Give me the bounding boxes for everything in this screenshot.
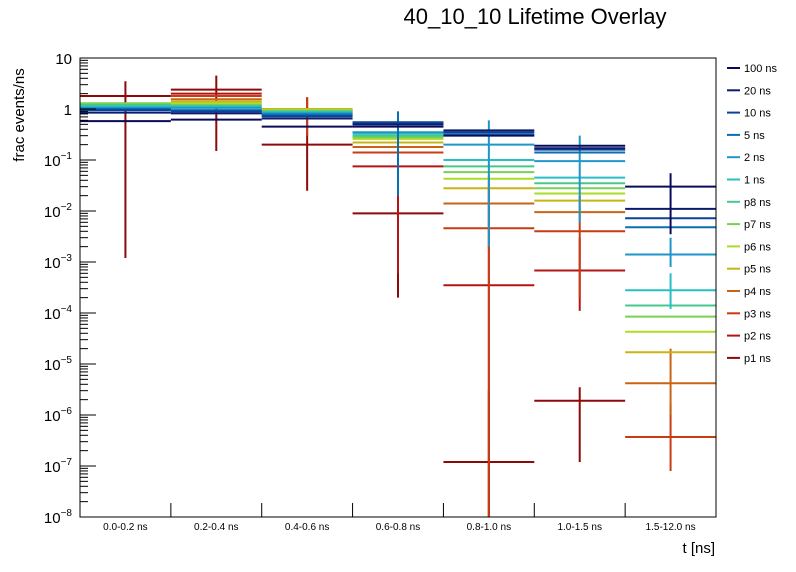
y-axis-label: frac events/ns: [11, 68, 28, 161]
legend-entry: p2 ns: [727, 331, 771, 343]
legend-label: p3 ns: [744, 308, 771, 320]
legend-label: p5 ns: [744, 264, 771, 276]
legend-entry: 1 ns: [727, 175, 765, 187]
x-tick-label: 1.0-1.5 ns: [557, 522, 601, 533]
legend-label: p1 ns: [744, 353, 771, 365]
y-tick-label: 10−6: [44, 406, 73, 425]
plot-marks: [80, 75, 716, 517]
legend-entry: p1 ns: [727, 353, 771, 365]
y-tick-label: 1: [64, 102, 72, 119]
legend-entry: p4 ns: [727, 286, 771, 298]
legend: 100 ns 20 ns 10 ns 5 ns 2 ns 1 ns p8 ns p7 ns p6…: [727, 63, 778, 365]
legend-entry: p7 ns: [727, 219, 771, 231]
chart-title: 40_10_10 Lifetime Overlay: [404, 4, 667, 29]
x-tick-label: 0.8-1.0 ns: [467, 522, 511, 533]
legend-label: p8 ns: [744, 197, 771, 209]
x-tick-label: 0.4-0.6 ns: [285, 522, 329, 533]
y-tick-label: 10−3: [44, 253, 73, 272]
y-axis: 10 1 10−1 10−2 10−3 10−4 10−5 10−6 10−7 10−8: [44, 51, 96, 527]
x-tick-label: 0.6-0.8 ns: [376, 522, 420, 533]
legend-entry: p8 ns: [727, 197, 771, 209]
plot-frame: [79, 57, 717, 518]
x-tick-label: 0.0-0.2 ns: [103, 522, 147, 533]
x-axis-label: t [ns]: [682, 540, 715, 557]
x-axis: 0.0-0.2 ns 0.2-0.4 ns 0.4-0.6 ns 0.6-0.8 ns…: [103, 503, 696, 533]
legend-label: p2 ns: [744, 331, 771, 343]
y-tick-label: 10: [55, 51, 72, 68]
legend-label: 10 ns: [744, 108, 771, 120]
legend-entry: 100 ns: [727, 63, 778, 75]
legend-label: 1 ns: [744, 175, 765, 187]
legend-entry: p3 ns: [727, 308, 771, 320]
y-tick-label: 10−5: [44, 355, 73, 374]
legend-label: 100 ns: [744, 63, 778, 75]
legend-entry: 20 ns: [727, 85, 771, 97]
y-tick-label: 10−2: [44, 202, 73, 221]
x-tick-label: 1.5-12.0 ns: [646, 522, 696, 533]
series-p2-ns: [80, 92, 626, 517]
legend-entry: p6 ns: [727, 241, 771, 253]
legend-label: 20 ns: [744, 85, 771, 97]
series-100-ns: [80, 118, 716, 235]
legend-entry: 10 ns: [727, 108, 771, 120]
y-tick-label: 10−8: [44, 508, 73, 527]
legend-entry: p5 ns: [727, 264, 771, 276]
y-tick-label: 10−4: [44, 304, 73, 323]
legend-label: 5 ns: [744, 130, 765, 142]
x-tick-label: 0.2-0.4 ns: [194, 522, 238, 533]
legend-entry: 2 ns: [727, 152, 765, 164]
y-tick-label: 10−7: [44, 457, 73, 476]
legend-label: 2 ns: [744, 152, 765, 164]
legend-entry: 5 ns: [727, 130, 765, 142]
y-tick-label: 10−1: [44, 151, 73, 170]
legend-label: p4 ns: [744, 286, 771, 298]
legend-label: p6 ns: [744, 241, 771, 253]
legend-label: p7 ns: [744, 219, 771, 231]
